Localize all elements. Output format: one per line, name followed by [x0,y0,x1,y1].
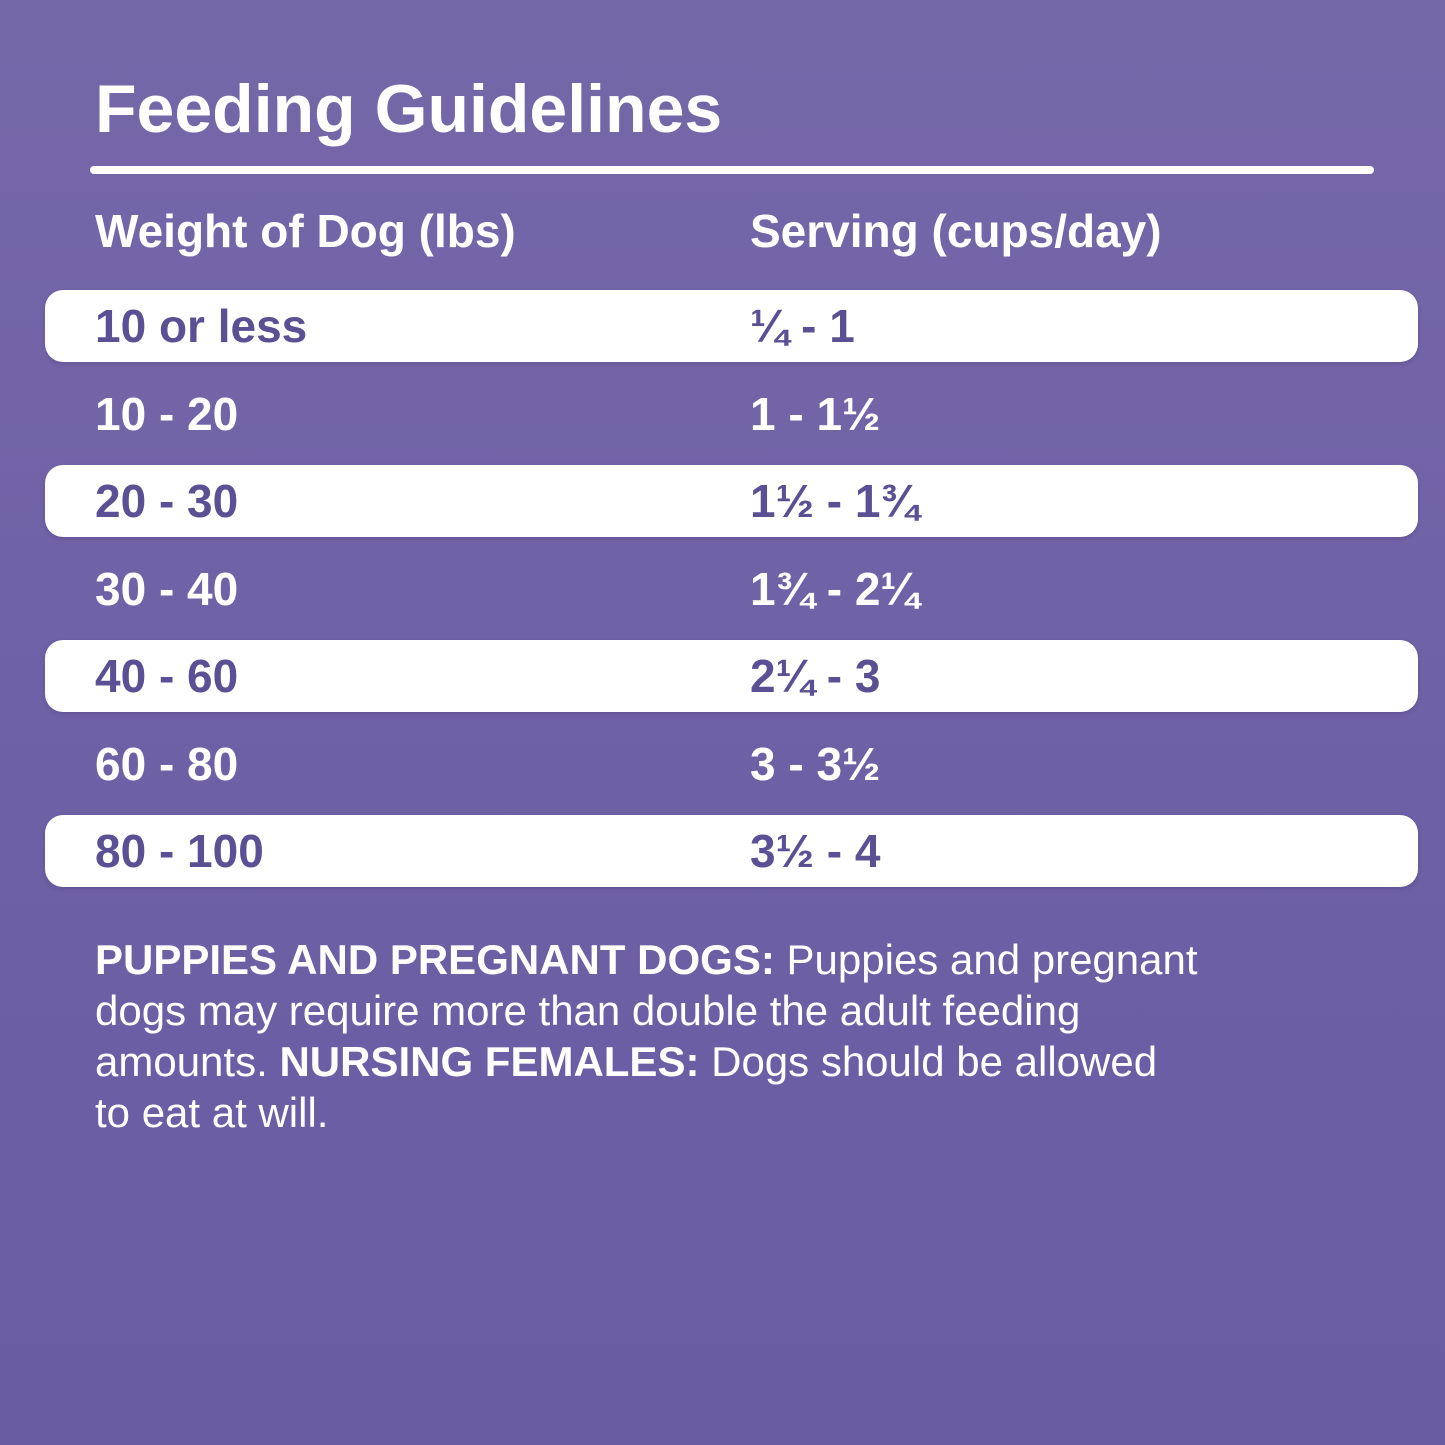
weight-cell: 20 - 30 [95,475,239,527]
note-line: dogs may require more than double the ad… [95,985,1395,1036]
weight-cell: 10 - 20 [95,387,239,440]
table-row: 60 - 80 3 - 3½ [45,728,1418,800]
weight-cell: 80 - 100 [95,825,264,877]
weight-cell: 40 - 60 [95,650,239,702]
note-line: amounts. NURSING FEMALES: Dogs should be… [95,1036,1395,1087]
weight-cell: 30 - 40 [95,562,239,615]
table-row: 10 - 20 1 - 1½ [45,378,1418,450]
note-text: dogs may require more than double the ad… [95,987,1081,1034]
table-header-row: Weight of Dog (lbs) Serving (cups/day) [45,204,1418,258]
serving-cell: 1 - 1½ [750,387,881,440]
table-row: 10 or less ¼ - 1 [45,290,1418,362]
serving-cell: ¼ - 1 [750,300,855,352]
serving-cell: 3 - 3½ [750,737,881,790]
table-row: 80 - 100 3½ - 4 [45,815,1418,887]
weight-cell: 10 or less [95,300,308,352]
column-header-weight: Weight of Dog (lbs) [95,205,516,257]
table-row: 30 - 40 1¾ - 2¼ [45,553,1418,625]
note-line: PUPPIES AND PREGNANT DOGS: Puppies and p… [95,934,1395,985]
title-underline [90,166,1374,174]
note-bold-text: PUPPIES AND PREGNANT DOGS: [95,936,775,983]
serving-cell: 1½ - 1¾ [750,475,919,527]
note-text: Puppies and pregnant [774,936,1198,983]
table-row: 40 - 60 2¼ - 3 [45,640,1418,712]
note-text: to eat at will. [95,1089,329,1136]
note-text: amounts. [95,1038,280,1085]
serving-cell: 2¼ - 3 [750,650,881,702]
note-line: to eat at will. [95,1087,1395,1138]
table-row: 20 - 30 1½ - 1¾ [45,465,1418,537]
serving-cell: 1¾ - 2¼ [750,562,919,615]
note-bold-text: NURSING FEMALES: [279,1038,700,1085]
page-title: Feeding Guidelines [95,71,723,147]
table-body: 10 or less ¼ - 1 10 - 20 1 - 1½ 20 - 30 1½ - … [45,290,1418,887]
serving-cell: 3½ - 4 [750,825,881,877]
column-header-serving: Serving (cups/day) [750,205,1162,257]
weight-cell: 60 - 80 [95,737,239,790]
feeding-note: PUPPIES AND PREGNANT DOGS: Puppies and p… [95,934,1395,1138]
note-text: Dogs should be allowed [699,1038,1158,1085]
